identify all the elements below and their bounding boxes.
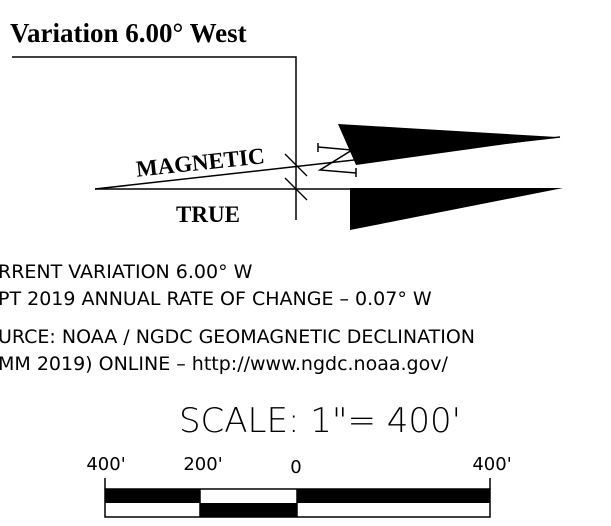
true-arrow [350, 188, 563, 230]
note: URCE: NOAA / NGDC GEOMAGNETIC DECLINATIO… [0, 326, 475, 348]
bar-segment [105, 489, 200, 503]
scale-bar [104, 478, 491, 518]
magnetic-arrow [338, 124, 557, 165]
scale-title: SCALE: 1"= 400' [179, 401, 461, 441]
tick [284, 177, 308, 201]
bar-segment [200, 503, 297, 517]
scale-label: 400' [86, 454, 125, 475]
true-label: TRUE [176, 202, 240, 227]
note: PT 2019 ANNUAL RATE OF CHANGE – 0.07° W [0, 288, 432, 310]
note: MM 2019) ONLINE – http://www.ngdc.noaa.g… [0, 353, 448, 375]
title: Variation 6.00° West [10, 18, 247, 48]
scale-label: 200' [183, 454, 222, 475]
scale-label: 0 [290, 457, 301, 478]
scale-label: 400' [472, 454, 511, 475]
bar-segment [297, 489, 490, 503]
note: RRENT VARIATION 6.00° W [0, 261, 253, 283]
angle-symbol [317, 146, 357, 174]
tick [284, 153, 308, 177]
